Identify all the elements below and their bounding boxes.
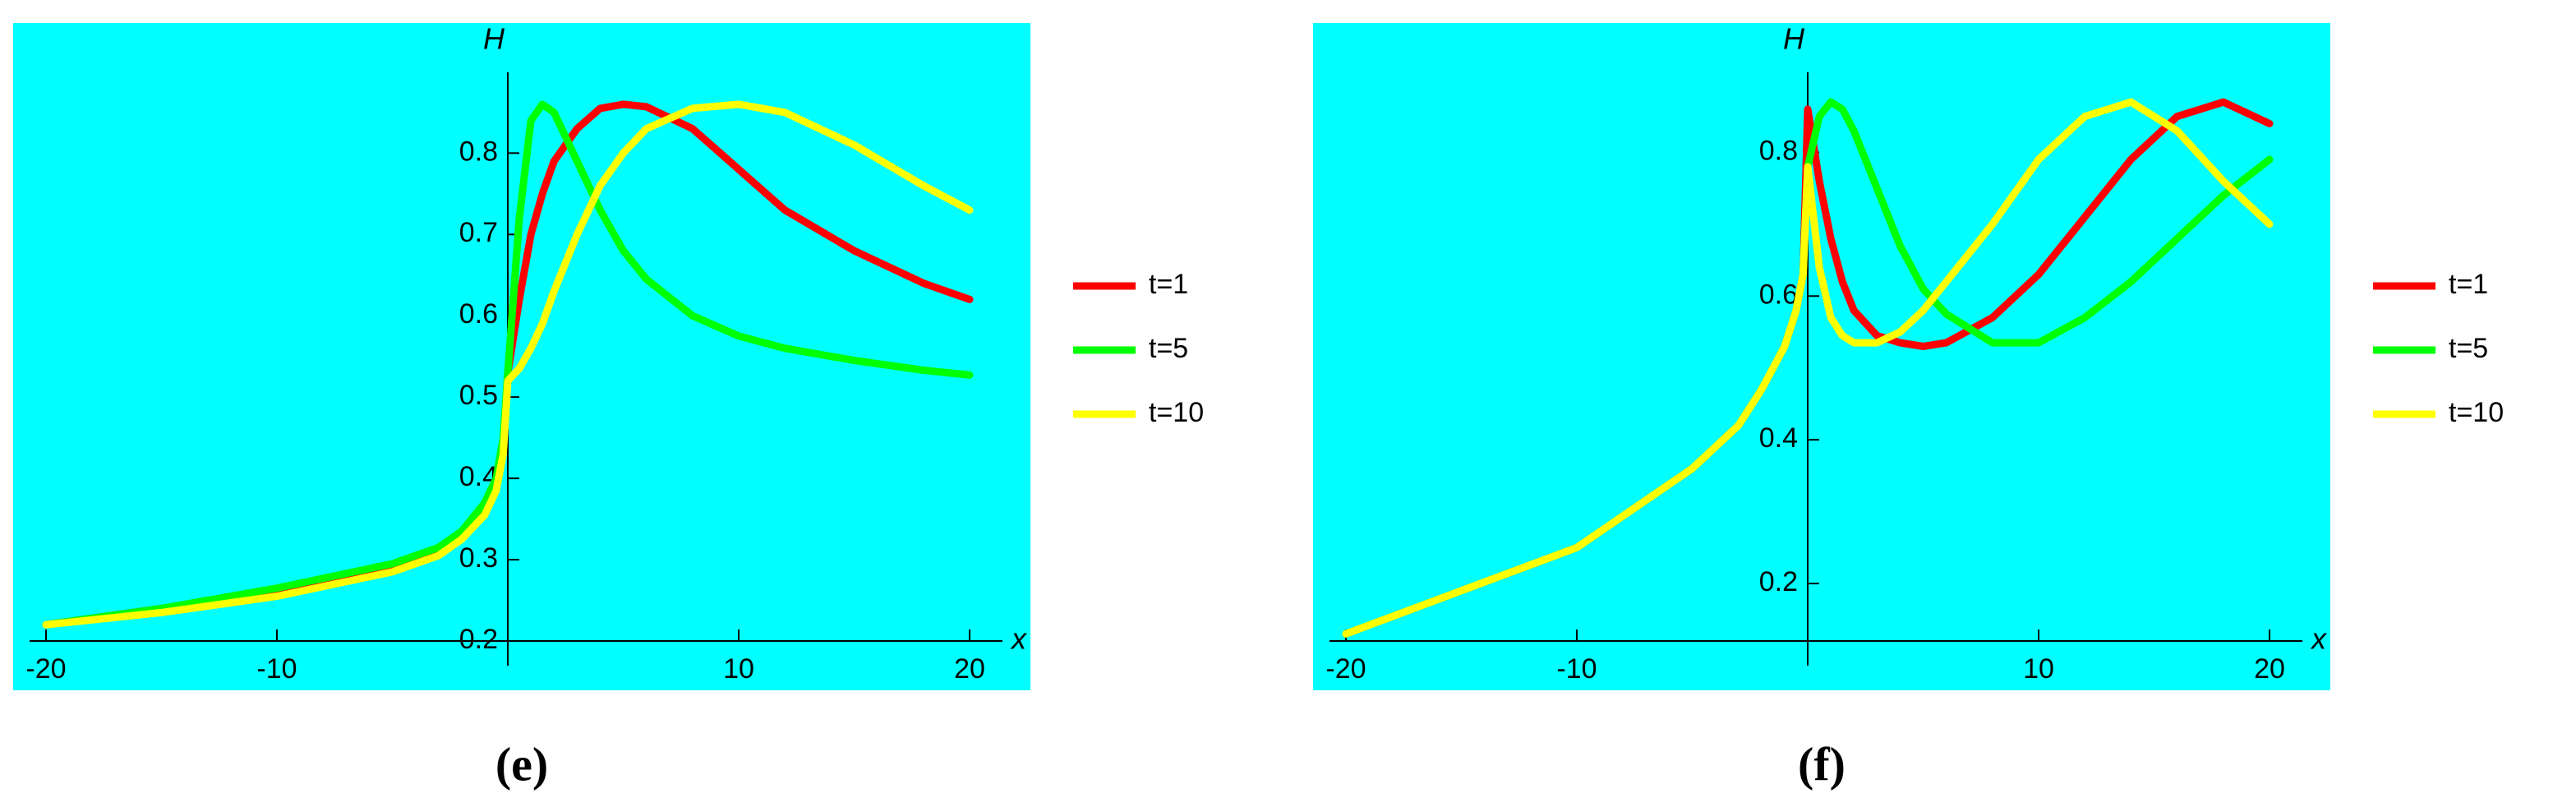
- panel-caption: (f): [1798, 737, 1846, 791]
- y-tick-label: 0.2: [1759, 566, 1798, 597]
- x-tick-label: 20: [2254, 653, 2285, 685]
- series-line: [1342, 98, 2274, 638]
- x-tick-label: -20: [1325, 653, 1366, 685]
- y-tick-label: 0.4: [1759, 422, 1798, 454]
- x-axis-label: x: [1010, 622, 1028, 656]
- y-tick-label: 0.8: [1759, 135, 1798, 166]
- y-tick-label: 0.5: [459, 380, 498, 411]
- x-tick-label: 10: [2023, 653, 2054, 685]
- legend-label: t=1: [1149, 269, 1188, 300]
- y-tick-label: 0.7: [459, 217, 498, 248]
- y-tick-label: 0.6: [459, 298, 498, 330]
- x-tick-label: -20: [25, 653, 66, 685]
- series-line: [42, 100, 974, 629]
- legend-label: t=10: [2449, 397, 2504, 428]
- x-tick-label: 20: [954, 653, 985, 685]
- y-axis-label: H: [1783, 22, 1805, 56]
- y-tick-label: 0.3: [459, 542, 498, 574]
- series-line: [42, 100, 974, 629]
- panel-caption: (e): [495, 737, 548, 791]
- legend-label: t=5: [2449, 333, 2488, 364]
- plot-background: [13, 23, 1030, 690]
- x-tick-label: 10: [723, 653, 754, 685]
- y-tick-label: 0.8: [459, 136, 498, 167]
- x-axis-label: x: [2310, 622, 2328, 656]
- y-axis-label: H: [483, 22, 505, 56]
- legend-label: t=1: [2449, 269, 2488, 300]
- legend-label: t=10: [1149, 397, 1204, 428]
- x-tick-label: -10: [1556, 653, 1597, 685]
- y-tick-label: 0.6: [1759, 279, 1798, 310]
- x-tick-label: -10: [256, 653, 297, 685]
- series-line: [42, 100, 974, 629]
- legend-label: t=5: [1149, 333, 1188, 364]
- y-tick-label: 0.2: [459, 624, 498, 655]
